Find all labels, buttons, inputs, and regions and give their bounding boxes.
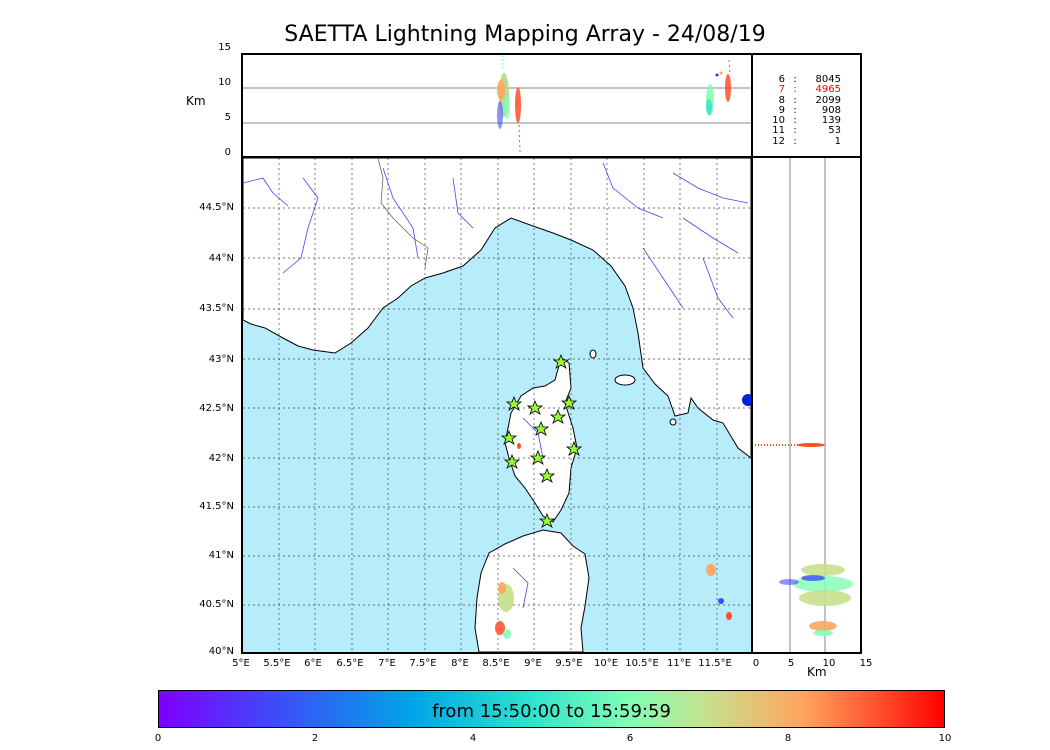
chart-title: SAETTA Lightning Mapping Array - 24/08/1… xyxy=(284,22,766,47)
longitude-tick: 11.5°E xyxy=(698,658,732,669)
latitude-tick: 40°N xyxy=(208,646,234,657)
longitude-tick: 6.5°E xyxy=(336,658,364,669)
right-axis-tick: 5 xyxy=(787,658,795,669)
altitude-longitude-panel xyxy=(241,53,753,158)
altitude-tick: 15 xyxy=(218,42,231,53)
lightning-blue-cluster xyxy=(742,394,751,406)
station-count-row: 11:53 xyxy=(772,125,841,137)
latitude-tick: 42.5°N xyxy=(199,403,234,414)
station-count-row: 8:2099 xyxy=(778,94,841,106)
longitude-tick: 11°E xyxy=(666,658,692,669)
station-marker xyxy=(503,453,521,469)
map-panel xyxy=(241,156,753,654)
right-axis-tick: 15 xyxy=(859,658,873,669)
station-marker xyxy=(532,420,550,436)
lightning-cluster-top-2 xyxy=(706,59,731,116)
right-axis-tick: 10 xyxy=(822,658,836,669)
station-marker xyxy=(505,395,523,411)
latitude-tick: 42°N xyxy=(208,453,234,464)
longitude-tick: 7.5°E xyxy=(409,658,437,669)
station-marker xyxy=(565,440,583,456)
colorbar-tick: 8 xyxy=(784,733,792,744)
sardinia xyxy=(474,529,590,652)
longitude-tick: 7°E xyxy=(378,658,396,669)
borders xyxy=(377,158,429,269)
right-axis-label: Km xyxy=(807,665,827,679)
station-marker xyxy=(500,429,518,445)
station-count-row: 6:8045 xyxy=(778,74,841,85)
station-marker xyxy=(526,399,544,415)
colorbar-tick: 4 xyxy=(469,733,477,744)
longitude-tick: 8°E xyxy=(451,658,469,669)
longitude-tick: 9.5°E xyxy=(555,658,583,669)
longitude-tick: 10°E xyxy=(593,658,619,669)
station-count-row: 9:908 xyxy=(778,104,841,116)
station-count-row: 12:1 xyxy=(772,135,841,147)
colorbar-label: from 15:50:00 to 15:59:59 xyxy=(432,701,671,722)
latitude-tick: 44°N xyxy=(208,253,234,264)
longitude-tick: 5°E xyxy=(232,658,250,669)
mainland xyxy=(243,158,751,459)
station-count-list: 6:8045 7:4965 8:2099 9:908 10:139 11:53 … xyxy=(763,74,841,147)
latitude-tick: 43°N xyxy=(208,354,234,365)
station-count-row: 10:139 xyxy=(772,115,841,127)
station-marker xyxy=(549,408,567,424)
longitude-tick: 5.5°E xyxy=(263,658,291,669)
time-colorbar: from 15:50:00 to 15:59:59 xyxy=(158,690,945,728)
latitude-tick: 41°N xyxy=(208,550,234,561)
lightning-cluster-right xyxy=(755,443,853,636)
altitude-axis-label: Km xyxy=(186,94,206,108)
colorbar-tick: 6 xyxy=(626,733,634,744)
station-markers xyxy=(500,353,583,528)
station-marker xyxy=(529,449,547,465)
altitude-tick: 0 xyxy=(224,147,231,158)
latitude-altitude-panel xyxy=(751,156,862,654)
station-count-row: 7:4965 xyxy=(778,84,841,96)
colorbar-tick: 2 xyxy=(311,733,319,744)
station-marker xyxy=(552,353,570,369)
station-count-panel: 6:8045 7:4965 8:2099 9:908 10:139 11:53 … xyxy=(751,53,862,158)
station-marker xyxy=(560,394,578,410)
longitude-tick: 8.5°E xyxy=(482,658,510,669)
rivers xyxy=(243,162,749,609)
longitude-tick: 6°E xyxy=(304,658,322,669)
lightning-clusters xyxy=(495,443,732,639)
lightning-cluster-top-1 xyxy=(497,55,521,153)
colorbar-tick: 10 xyxy=(938,733,952,744)
corsica xyxy=(504,357,578,523)
colorbar-tick: 0 xyxy=(154,733,162,744)
latitude-tick: 41.5°N xyxy=(199,501,234,512)
latitude-tick: 44.5°N xyxy=(199,202,234,213)
longitude-tick: 10.5°E xyxy=(625,658,659,669)
station-marker xyxy=(538,467,556,483)
altitude-tick: 10 xyxy=(218,77,231,88)
latitude-tick: 43.5°N xyxy=(199,303,234,314)
latitude-tick: 40.5°N xyxy=(199,599,234,610)
longitude-tick: 9°E xyxy=(524,658,542,669)
altitude-tick: 5 xyxy=(224,112,231,123)
right-axis-tick: 0 xyxy=(752,658,760,669)
station-marker xyxy=(538,512,556,528)
